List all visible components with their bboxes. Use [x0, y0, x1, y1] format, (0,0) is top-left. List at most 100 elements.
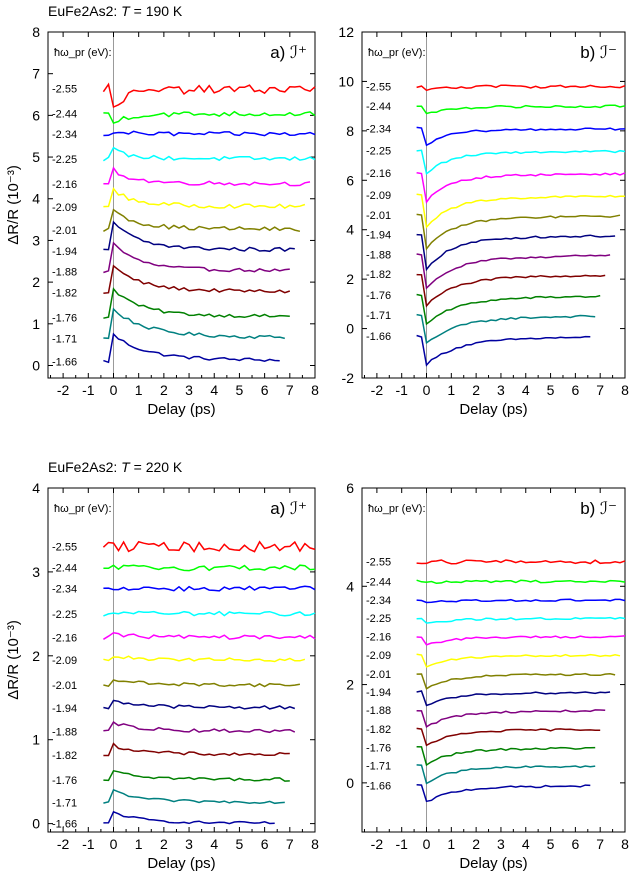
energy-label-2.55: -2.55 — [52, 83, 77, 95]
energy-label-2.25: -2.25 — [366, 613, 391, 625]
panel-label: a) ℐ⁺ — [270, 43, 307, 62]
energy-label-2.44: -2.44 — [366, 576, 391, 588]
trace-1.82 — [417, 275, 606, 306]
energy-header: ħω_pr (eV): — [54, 503, 112, 515]
energy-label-2.55: -2.55 — [366, 557, 391, 569]
x-tick-label: -2 — [57, 382, 70, 398]
energy-label-1.66: -1.66 — [52, 356, 77, 368]
energy-label-2.16: -2.16 — [366, 168, 391, 180]
plot-frame — [362, 32, 625, 378]
trace-2.16 — [103, 633, 315, 640]
x-tick-label: 5 — [236, 836, 244, 852]
x-tick-label: 6 — [261, 382, 269, 398]
x-axis-label: Delay (ps) — [147, 401, 215, 418]
y-tick-label: 1 — [32, 316, 40, 332]
energy-label-2.01: -2.01 — [52, 225, 77, 237]
x-tick-label: 7 — [596, 836, 604, 852]
y-tick-label: 5 — [32, 149, 40, 165]
y-tick-label: 6 — [346, 172, 354, 188]
energy-label-1.82: -1.82 — [366, 724, 391, 736]
x-tick-label: -1 — [395, 382, 408, 398]
y-tick-label: 4 — [346, 578, 354, 594]
x-tick-label: 7 — [286, 382, 294, 398]
y-tick-label: 0 — [346, 775, 354, 791]
energy-label-2.34: -2.34 — [52, 129, 77, 141]
y-tick-label: 4 — [32, 191, 40, 207]
energy-header: ħω_pr (eV): — [368, 503, 426, 515]
title-190k: EuFe2As2: T = 190 K — [48, 3, 183, 19]
y-tick-label: 6 — [346, 480, 354, 496]
energy-label-2.25: -2.25 — [52, 609, 77, 621]
x-tick-label: 6 — [571, 836, 579, 852]
energy-label-2.25: -2.25 — [52, 154, 77, 166]
plot-frame — [362, 488, 625, 832]
x-tick-label: 0 — [423, 836, 431, 852]
x-axis-label: Delay (ps) — [459, 855, 527, 872]
energy-header: ħω_pr (eV): — [368, 47, 426, 59]
trace-2.09 — [103, 189, 305, 209]
trace-2.01 — [417, 674, 615, 689]
energy-label-1.88: -1.88 — [366, 705, 391, 717]
trace-2.44 — [103, 112, 315, 123]
x-tick-label: -1 — [82, 382, 95, 398]
y-tick-label: 3 — [32, 232, 40, 248]
x-tick-label: 0 — [110, 836, 118, 852]
energy-label-2.16: -2.16 — [366, 631, 391, 643]
energy-label-2.44: -2.44 — [52, 563, 77, 575]
energy-label-1.94: -1.94 — [366, 687, 391, 699]
y-tick-label: 2 — [346, 271, 354, 287]
y-tick-label: -2 — [342, 370, 355, 386]
trace-1.82 — [417, 728, 601, 745]
y-tick-label: 7 — [32, 66, 40, 82]
y-tick-label: 10 — [338, 73, 354, 89]
energy-label-2.34: -2.34 — [366, 123, 391, 135]
x-tick-label: 0 — [110, 382, 118, 398]
energy-label-2.09: -2.09 — [366, 650, 391, 662]
energy-label-2.44: -2.44 — [366, 101, 391, 113]
x-tick-label: 2 — [160, 382, 168, 398]
x-tick-label: -2 — [371, 382, 384, 398]
y-tick-label: 0 — [32, 357, 40, 373]
panel-label: b) ℐ⁻ — [580, 499, 617, 518]
x-tick-label: 8 — [311, 382, 319, 398]
panel-3: -2 -1 0 1 2 3 4 5 6 7 8 0 1 2 3 4 Delay (ps) ΔR/R (10⁻³) a… — [5, 480, 319, 872]
energy-label-1.76: -1.76 — [52, 775, 77, 787]
trace-2.44 — [103, 565, 315, 570]
trace-2.01 — [103, 210, 300, 232]
panel-label: b) ℐ⁻ — [580, 43, 617, 62]
energy-label-2.01: -2.01 — [52, 680, 77, 692]
trace-2.34 — [103, 131, 315, 135]
x-tick-label: 5 — [236, 382, 244, 398]
trace-2.25 — [103, 148, 315, 161]
energy-label-1.88: -1.88 — [52, 267, 77, 279]
x-tick-label: -2 — [57, 836, 70, 852]
y-tick-label: 0 — [32, 816, 40, 832]
x-tick-label: 2 — [472, 836, 480, 852]
trace-2.25 — [417, 150, 625, 173]
trace-1.76 — [103, 289, 289, 318]
energy-label-2.34: -2.34 — [366, 595, 391, 607]
trace-2.55 — [103, 542, 315, 552]
x-tick-label: 8 — [621, 836, 629, 852]
trace-2.16 — [417, 173, 625, 202]
energy-label-1.88: -1.88 — [52, 726, 77, 738]
y-tick-label: 8 — [346, 123, 354, 139]
x-tick-label: 4 — [210, 382, 218, 398]
energy-label-2.01: -2.01 — [366, 669, 391, 681]
energy-label-1.76: -1.76 — [52, 313, 77, 325]
x-tick-label: 8 — [311, 836, 319, 852]
energy-label-2.09: -2.09 — [366, 190, 391, 202]
x-tick-label: -1 — [82, 836, 95, 852]
energy-label-1.82: -1.82 — [52, 288, 77, 300]
trace-1.66 — [417, 785, 591, 802]
trace-2.16 — [103, 168, 310, 186]
title-220k: EuFe2As2: T = 220 K — [48, 459, 183, 475]
trace-2.55 — [103, 84, 315, 107]
x-tick-label: -1 — [395, 836, 408, 852]
x-tick-label: 5 — [547, 382, 555, 398]
energy-label-1.82: -1.82 — [366, 269, 391, 281]
trace-2.16 — [417, 636, 625, 645]
x-tick-label: 4 — [522, 836, 530, 852]
x-tick-label: 3 — [185, 836, 193, 852]
